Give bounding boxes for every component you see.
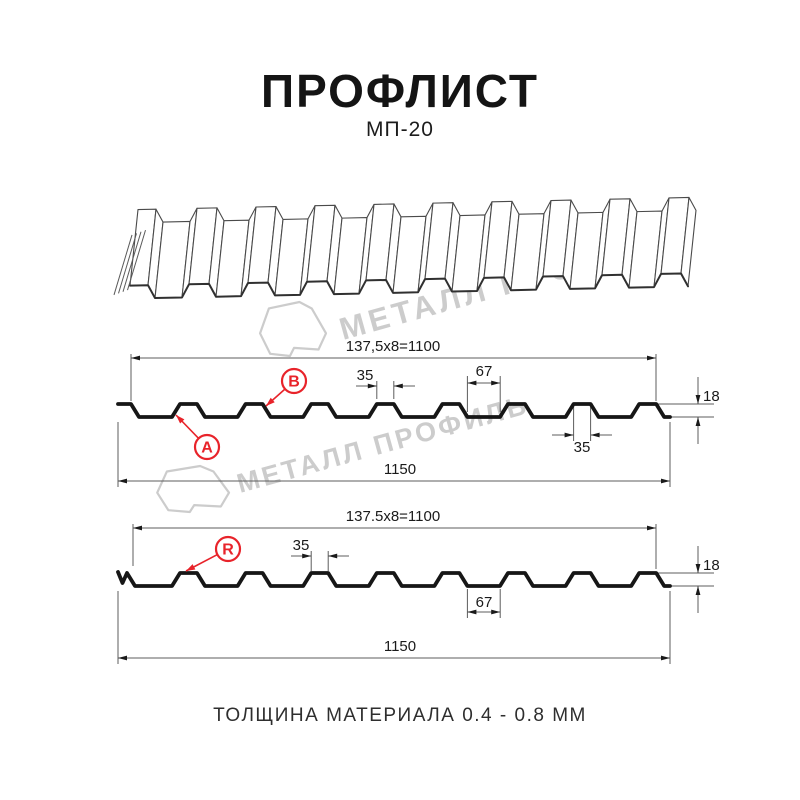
marker-circle-A	[193, 433, 221, 461]
dim-crest-width: 35	[293, 537, 310, 554]
dim-total-width: 1150	[384, 461, 416, 478]
dim-height: 18	[703, 388, 720, 405]
dim-height: 18	[703, 557, 720, 574]
section-r-view: 137.5x8=1100 35 67 18 1150 R	[116, 508, 720, 664]
dim-crest-width-bottom: 35	[574, 439, 591, 456]
product-code: МП-20	[366, 118, 434, 141]
page-title: ПРОФЛИСТ	[261, 65, 539, 117]
dim-working-width: 137,5x8=1100	[346, 338, 440, 355]
marker-circle-R	[214, 535, 242, 563]
dim-working-width: 137.5x8=1100	[346, 508, 440, 525]
sheet-3d-view	[113, 196, 697, 300]
section-a-view: 137,5x8=1100 35 67 18 35 1150 A B	[116, 338, 720, 487]
dim-valley-width: 67	[476, 594, 493, 611]
dim-valley-width: 67	[476, 363, 493, 380]
marker-circle-B	[280, 367, 308, 395]
dim-total-width: 1150	[384, 638, 416, 655]
marker-label-a: A	[201, 440, 213, 457]
marker-label-b: B	[288, 374, 300, 391]
marker-label-r: R	[222, 542, 234, 559]
dim-crest-width: 35	[357, 367, 374, 384]
material-thickness-note: ТОЛЩИНА МАТЕРИАЛА 0.4 - 0.8 ММ	[213, 705, 587, 726]
